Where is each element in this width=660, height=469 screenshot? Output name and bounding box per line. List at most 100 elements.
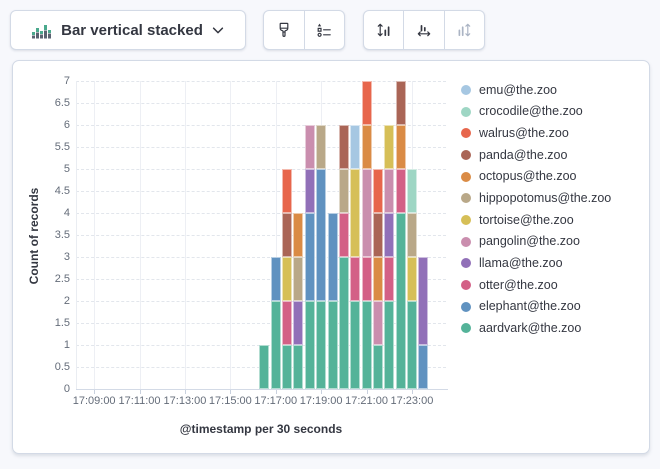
bar-segment[interactable] bbox=[384, 257, 395, 301]
y-axis-line bbox=[76, 81, 77, 389]
legend-label: crocodile@the.zoo bbox=[479, 104, 583, 119]
y-tick-label: 5.5 bbox=[54, 140, 70, 153]
bar-segment[interactable] bbox=[406, 213, 417, 257]
bar-segment[interactable] bbox=[327, 301, 338, 389]
bar-segment[interactable] bbox=[282, 213, 293, 257]
x-tickmark bbox=[411, 390, 413, 394]
y-gridline bbox=[76, 147, 446, 148]
bar-segment[interactable] bbox=[304, 125, 315, 169]
axis-bottom-icon bbox=[416, 22, 432, 38]
left-axis-button[interactable] bbox=[364, 11, 403, 49]
bar-segment[interactable] bbox=[372, 169, 383, 213]
legend-item[interactable]: otter@the.zoo bbox=[461, 274, 611, 296]
y-tick-label: 0.5 bbox=[54, 360, 70, 373]
bar-segment[interactable] bbox=[361, 125, 372, 169]
axis-left-icon bbox=[376, 22, 392, 38]
brush-icon bbox=[276, 22, 292, 38]
visual-options-button[interactable] bbox=[264, 11, 304, 49]
x-tickmark bbox=[321, 390, 323, 394]
bar-segment[interactable] bbox=[316, 301, 327, 389]
x-axis-title: @timestamp per 30 seconds bbox=[179, 422, 343, 436]
legend-label: pangolin@the.zoo bbox=[479, 234, 580, 249]
bar-segment[interactable] bbox=[395, 169, 406, 213]
legend-label: tortoise@the.zoo bbox=[479, 212, 574, 227]
legend-item[interactable]: octopus@the.zoo bbox=[461, 166, 611, 188]
bar-segment[interactable] bbox=[282, 345, 293, 389]
bar-segment[interactable] bbox=[361, 169, 372, 257]
legend-item[interactable]: pangolin@the.zoo bbox=[461, 231, 611, 253]
legend-item[interactable]: emu@the.zoo bbox=[461, 79, 611, 101]
bar-segment[interactable] bbox=[361, 257, 372, 301]
legend-item[interactable]: hippopotomus@the.zoo bbox=[461, 187, 611, 209]
bar-segment[interactable] bbox=[372, 213, 383, 257]
x-tick-label: 17:19:00 bbox=[299, 395, 343, 407]
legend-item[interactable]: tortoise@the.zoo bbox=[461, 209, 611, 231]
bar-segment[interactable] bbox=[282, 169, 293, 213]
bar-segment[interactable] bbox=[350, 169, 361, 257]
legend-color-dot bbox=[461, 171, 471, 182]
bar-segment[interactable] bbox=[384, 169, 395, 213]
bar-segment[interactable] bbox=[259, 345, 270, 389]
bar-segment[interactable] bbox=[338, 213, 349, 257]
bar-segment[interactable] bbox=[372, 301, 383, 345]
legend-item[interactable]: panda@the.zoo bbox=[461, 144, 611, 166]
chart-type-switcher[interactable]: Bar vertical stacked bbox=[10, 10, 246, 50]
bar-segment[interactable] bbox=[350, 125, 361, 169]
bar-segment[interactable] bbox=[316, 169, 327, 301]
legend-item[interactable]: crocodile@the.zoo bbox=[461, 101, 611, 123]
bar-segment[interactable] bbox=[350, 257, 361, 301]
bar-segment[interactable] bbox=[406, 301, 417, 389]
y-gridline bbox=[76, 103, 446, 104]
bar-segment[interactable] bbox=[384, 213, 395, 257]
bar-segment[interactable] bbox=[384, 301, 395, 389]
bar-segment[interactable] bbox=[304, 213, 315, 301]
bar-segment[interactable] bbox=[395, 213, 406, 389]
legend-button[interactable] bbox=[303, 11, 345, 49]
y-gridline bbox=[76, 81, 446, 82]
chart-type-label: Bar vertical stacked bbox=[61, 21, 203, 39]
legend-item[interactable]: walrus@the.zoo bbox=[461, 122, 611, 144]
bar-segment[interactable] bbox=[338, 125, 349, 169]
legend-color-dot bbox=[461, 128, 471, 139]
bar-segment[interactable] bbox=[338, 257, 349, 389]
bar-segment[interactable] bbox=[361, 301, 372, 389]
bar-segment[interactable] bbox=[282, 257, 293, 301]
toolbar-style-group bbox=[263, 10, 345, 50]
bar-segment[interactable] bbox=[327, 213, 338, 301]
bar-segment[interactable] bbox=[282, 301, 293, 345]
legend-item[interactable]: aardvark@the.zoo bbox=[461, 318, 611, 340]
bar-segment[interactable] bbox=[293, 301, 304, 345]
x-tickmark bbox=[139, 390, 141, 394]
bar-segment[interactable] bbox=[406, 169, 417, 213]
bar-segment[interactable] bbox=[270, 301, 281, 389]
legend-color-dot bbox=[461, 149, 471, 160]
bar-segment[interactable] bbox=[350, 301, 361, 389]
bar-segment[interactable] bbox=[316, 125, 327, 169]
bottom-axis-button[interactable] bbox=[403, 11, 443, 49]
bar-segment[interactable] bbox=[293, 345, 304, 389]
bar-segment[interactable] bbox=[418, 257, 429, 345]
legend-item[interactable]: elephant@the.zoo bbox=[461, 296, 611, 318]
bar-segment[interactable] bbox=[338, 169, 349, 213]
bar-segment[interactable] bbox=[395, 81, 406, 125]
x-tickmark bbox=[94, 390, 96, 394]
bar-segment[interactable] bbox=[361, 81, 372, 125]
legend-color-dot bbox=[461, 236, 471, 247]
y-tick-label: 6.5 bbox=[54, 96, 70, 109]
bar-segment[interactable] bbox=[372, 257, 383, 301]
bar-segment[interactable] bbox=[395, 125, 406, 169]
bar-segment[interactable] bbox=[293, 257, 304, 301]
bar-segment[interactable] bbox=[384, 125, 395, 169]
bar-segment[interactable] bbox=[372, 345, 383, 389]
bar-segment[interactable] bbox=[293, 213, 304, 257]
bar-segment[interactable] bbox=[406, 257, 417, 301]
bar-segment[interactable] bbox=[304, 169, 315, 213]
legend-label: elephant@the.zoo bbox=[479, 299, 581, 314]
bar-segment[interactable] bbox=[270, 257, 281, 301]
x-tickmark bbox=[184, 390, 186, 394]
bar-segment[interactable] bbox=[304, 301, 315, 389]
x-tickmark bbox=[275, 390, 277, 394]
legend-item[interactable]: llama@the.zoo bbox=[461, 253, 611, 275]
bar-segment[interactable] bbox=[418, 345, 429, 389]
right-axis-button bbox=[443, 11, 484, 49]
